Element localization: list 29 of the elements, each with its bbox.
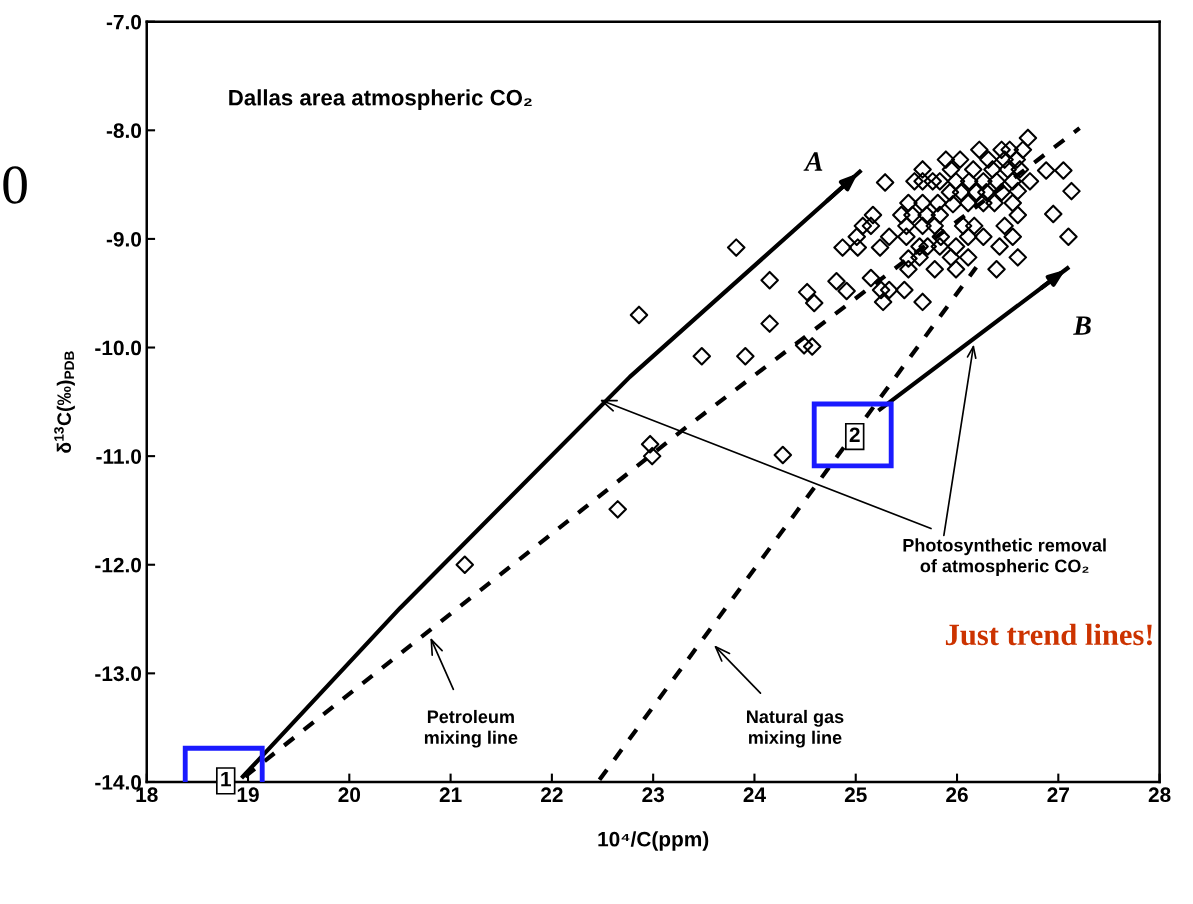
y-tick-label: -11.0 (96, 449, 142, 464)
annotation: Natural gas mixing line (747, 709, 844, 748)
annotation: Photosynthetic removal of atmospheric CO₂ (903, 538, 1106, 576)
annotation: 2 (849, 427, 860, 442)
annotation: Just trend lines! (945, 623, 1152, 646)
y-tick-label: -13.0 (95, 666, 142, 682)
y-tick-label: -12.0 (95, 557, 142, 573)
x-tick-label: 27 (1047, 787, 1069, 802)
y-tick-label: -9.0 (106, 231, 142, 247)
x-tick-label: 26 (946, 787, 968, 803)
x-tick-label: 24 (743, 787, 766, 802)
x-tick-label: 23 (642, 787, 664, 803)
x-tick-label: 28 (1148, 787, 1171, 803)
x-tick-label: 21 (439, 787, 462, 802)
x-tick-label: 25 (844, 787, 867, 803)
y-axis-title: δ$^{13}$C(‰)$_{PDB}$ (54, 351, 75, 453)
annotation: A (803, 152, 823, 171)
y-tick-label: -8.0 (106, 123, 142, 139)
text: 0 (3, 166, 27, 204)
x-axis-title: 10⁴/C(ppm) (598, 831, 709, 851)
x-tick-label: 22 (541, 787, 563, 802)
y-tick-label: -10.0 (95, 340, 142, 356)
text: Dallas area atmospheric CO₂ (229, 89, 532, 110)
y-tick-label: -7.0 (106, 14, 142, 30)
x-tick-label: 19 (237, 787, 259, 803)
annotation: B (1073, 316, 1091, 335)
annotation: Petroleum mixing line (424, 709, 518, 748)
x-tick-label: 20 (338, 787, 361, 803)
annotation: 1 (221, 771, 231, 787)
